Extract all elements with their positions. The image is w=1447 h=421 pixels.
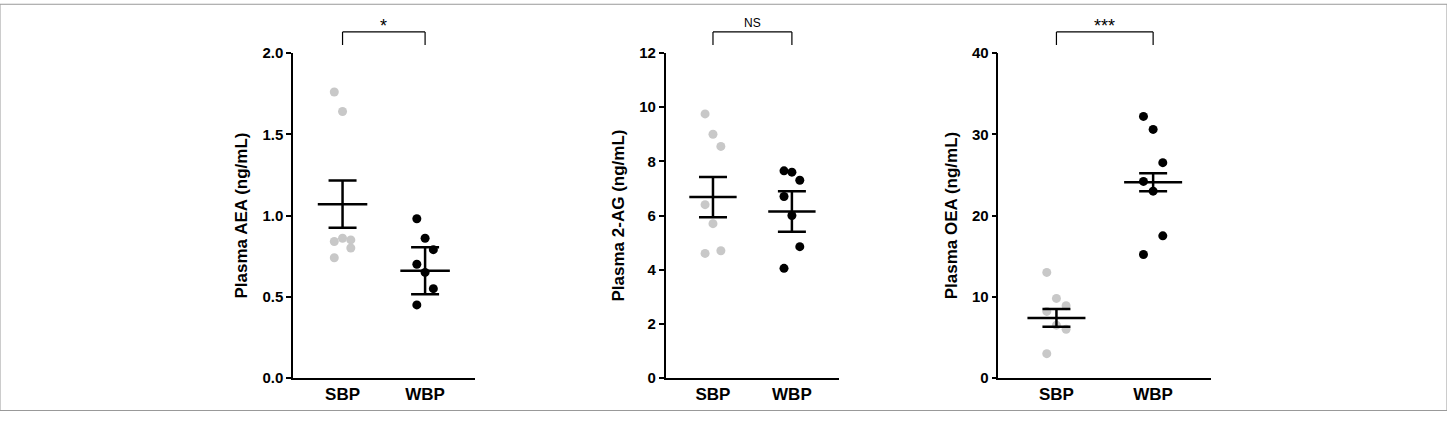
svg-text:10: 10 bbox=[972, 288, 989, 305]
svg-text:8: 8 bbox=[648, 153, 656, 170]
svg-text:10: 10 bbox=[639, 98, 656, 115]
svg-text:SBP: SBP bbox=[695, 385, 730, 404]
svg-text:***: *** bbox=[1094, 16, 1115, 36]
svg-text:WBP: WBP bbox=[405, 385, 445, 404]
svg-text:4: 4 bbox=[648, 261, 657, 278]
svg-text:20: 20 bbox=[972, 207, 989, 224]
svg-text:1.0: 1.0 bbox=[262, 207, 283, 224]
svg-text:NS: NS bbox=[744, 16, 761, 30]
svg-text:Plasma 2-AG (ng/mL): Plasma 2-AG (ng/mL) bbox=[609, 130, 628, 302]
svg-text:SBP: SBP bbox=[325, 385, 360, 404]
svg-text:30: 30 bbox=[972, 126, 989, 143]
svg-text:2.0: 2.0 bbox=[262, 44, 283, 61]
svg-text:0.0: 0.0 bbox=[262, 369, 283, 386]
svg-text:1.5: 1.5 bbox=[262, 126, 283, 143]
svg-text:SBP: SBP bbox=[1039, 385, 1074, 404]
svg-text:Plasma OEA (ng/mL): Plasma OEA (ng/mL) bbox=[942, 132, 961, 300]
svg-text:*: * bbox=[380, 16, 387, 36]
svg-text:2: 2 bbox=[648, 315, 656, 332]
svg-text:Plasma AEA (ng/mL): Plasma AEA (ng/mL) bbox=[232, 133, 251, 299]
svg-text:WBP: WBP bbox=[772, 385, 812, 404]
svg-text:0: 0 bbox=[980, 369, 988, 386]
svg-text:0: 0 bbox=[648, 369, 656, 386]
svg-text:WBP: WBP bbox=[1133, 385, 1173, 404]
svg-text:6: 6 bbox=[648, 207, 656, 224]
svg-text:0.5: 0.5 bbox=[262, 288, 283, 305]
svg-text:40: 40 bbox=[972, 44, 989, 61]
svg-text:12: 12 bbox=[639, 44, 656, 61]
